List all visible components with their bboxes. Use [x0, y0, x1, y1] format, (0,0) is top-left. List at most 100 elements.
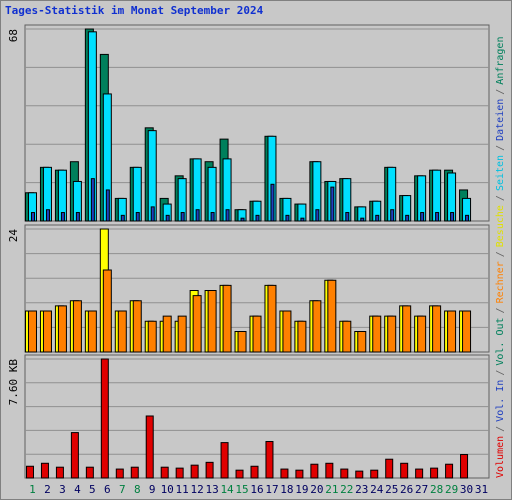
- x-tick-label: 11: [176, 483, 189, 496]
- bar: [465, 214, 470, 222]
- bar: [295, 469, 304, 479]
- x-tick-label: 15: [235, 483, 248, 496]
- bar: [205, 461, 214, 479]
- bar: [177, 315, 187, 353]
- legend-entry: Seiten: [495, 155, 506, 191]
- x-tick-label: 9: [149, 483, 156, 496]
- x-tick-label: 1: [29, 483, 36, 496]
- bar: [420, 212, 425, 222]
- x-tick-label: 17: [265, 483, 278, 496]
- x-tick-label: 24: [370, 483, 384, 496]
- x-tick-label: 16: [250, 483, 263, 496]
- bar: [147, 320, 157, 353]
- x-tick-label: 25: [385, 483, 398, 496]
- x-tick-label: 5: [89, 483, 96, 496]
- bar: [462, 310, 472, 353]
- legend-separator: /: [495, 195, 506, 201]
- bar: [90, 178, 95, 222]
- bar: [357, 331, 367, 353]
- bar: [27, 310, 37, 353]
- bar: [432, 305, 442, 353]
- bar: [330, 186, 335, 222]
- x-tick-label: 26: [400, 483, 413, 496]
- legend-entry: Volumen: [495, 436, 506, 478]
- legend-separator: /: [495, 426, 506, 432]
- bar: [55, 466, 64, 479]
- y-tick-label: 24: [7, 229, 20, 243]
- bar: [237, 331, 247, 353]
- legend-separator: /: [495, 89, 506, 95]
- x-tick-label: 30: [460, 483, 473, 496]
- bar: [100, 358, 109, 479]
- bar: [315, 209, 320, 222]
- x-tick-label: 20: [310, 483, 323, 496]
- x-tick-label: 4: [74, 483, 81, 496]
- legend-entry: Vol. Out: [495, 317, 506, 365]
- bar: [117, 310, 127, 353]
- legend-entry: Rechner: [495, 261, 506, 303]
- x-tick-label: 6: [104, 483, 111, 496]
- bar: [297, 320, 307, 353]
- bar: [235, 469, 244, 479]
- bar: [192, 295, 202, 353]
- y-tick-label: 7.60 KB: [7, 359, 20, 406]
- x-tick-label: 23: [355, 483, 368, 496]
- bar: [325, 462, 334, 479]
- x-tick-label: 27: [415, 483, 428, 496]
- bar: [445, 463, 454, 479]
- bar: [60, 212, 65, 222]
- bar: [132, 300, 142, 353]
- bar: [387, 315, 397, 353]
- bar: [255, 214, 260, 222]
- x-tick-label: 19: [295, 483, 308, 496]
- bar: [180, 212, 185, 222]
- bar: [75, 212, 80, 222]
- x-tick-label: 28: [430, 483, 443, 496]
- x-tick-label: 7: [119, 483, 126, 496]
- bar: [402, 305, 412, 353]
- x-tick-label: 13: [205, 483, 218, 496]
- y-tick-label: 68: [7, 29, 20, 42]
- bar: [57, 305, 67, 353]
- x-tick-label: 31: [475, 483, 488, 496]
- bar: [415, 468, 424, 479]
- bar: [327, 279, 337, 353]
- bar: [115, 468, 124, 479]
- bar: [150, 206, 155, 222]
- bar: [430, 467, 439, 479]
- bar: [30, 212, 35, 222]
- x-tick-label: 2: [44, 483, 51, 496]
- bar: [102, 269, 112, 353]
- bar: [120, 214, 125, 222]
- bar: [360, 217, 365, 222]
- legend-separator: /: [495, 251, 506, 257]
- bar: [267, 284, 277, 353]
- bar: [145, 415, 154, 479]
- bar: [370, 469, 379, 479]
- bar: [372, 315, 382, 353]
- x-tick-label: 29: [445, 483, 458, 496]
- legend-entry: Anfragen: [495, 37, 506, 85]
- bar: [385, 458, 394, 479]
- x-tick-label: 22: [340, 483, 353, 496]
- bar: [375, 214, 380, 222]
- bar: [195, 209, 200, 222]
- bar: [310, 463, 319, 479]
- bar: [87, 310, 97, 353]
- bar: [162, 315, 172, 353]
- bar: [220, 442, 229, 479]
- bar: [252, 315, 262, 353]
- x-tick-label: 10: [161, 483, 174, 496]
- bar: [265, 441, 274, 479]
- bar: [450, 212, 455, 222]
- bar: [135, 212, 140, 222]
- bar: [85, 466, 94, 479]
- bar: [42, 310, 52, 353]
- bar: [225, 209, 230, 222]
- legend-entry: Vol. In: [495, 380, 506, 422]
- legend-entry: Besuche: [495, 205, 506, 247]
- legend-separator: /: [495, 307, 506, 313]
- legend-separator: /: [495, 145, 506, 151]
